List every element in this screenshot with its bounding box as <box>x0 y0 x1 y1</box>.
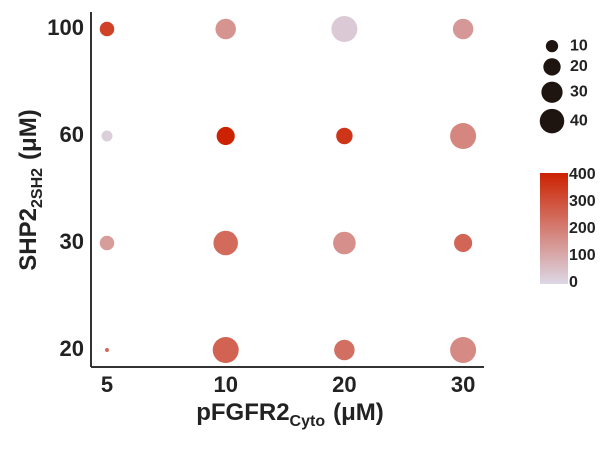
y-tick-label: 20 <box>60 336 84 361</box>
x-axis-label: pFGFR2Cyto (μM) <box>196 399 384 430</box>
size-legend-label: 20 <box>570 58 588 75</box>
bubble <box>450 123 477 149</box>
bubble <box>450 337 477 363</box>
color-bar-label: 100 <box>569 247 596 264</box>
size-legend-label: 30 <box>570 83 588 100</box>
x-tick-label: 5 <box>101 372 113 397</box>
size-legend-marker <box>541 81 563 103</box>
x-tick-label: 10 <box>213 372 237 397</box>
color-bar-label: 400 <box>569 166 596 183</box>
y-tick-label: 30 <box>60 229 84 254</box>
bubble <box>454 233 473 253</box>
color-bar <box>540 173 568 284</box>
size-legend-marker <box>539 108 565 134</box>
color-bar-label: 200 <box>569 220 596 237</box>
bubble <box>333 231 356 255</box>
bubble <box>215 18 236 40</box>
bubble <box>336 127 353 145</box>
color-bar-label: 0 <box>569 274 578 291</box>
bubble <box>105 348 109 352</box>
size-legend-label: 10 <box>570 37 588 54</box>
x-tick-label: 30 <box>451 372 475 397</box>
bubble <box>213 230 238 256</box>
bubble <box>216 126 235 146</box>
size-legend-label: 40 <box>570 112 588 129</box>
x-tick-label: 20 <box>332 372 356 397</box>
size-legend-marker <box>543 58 561 76</box>
bubble <box>331 16 358 42</box>
bubble <box>212 337 239 363</box>
color-bar-label: 300 <box>569 193 596 210</box>
bubble <box>334 339 355 361</box>
bubble <box>452 18 474 40</box>
bubble <box>99 21 115 37</box>
y-tick-label: 100 <box>47 15 84 40</box>
bubble <box>99 235 115 251</box>
y-axis-label: SHP22SH2(μM) <box>15 109 46 270</box>
size-legend-marker <box>545 40 559 53</box>
y-tick-label: 60 <box>60 122 84 147</box>
bubble <box>101 130 113 142</box>
